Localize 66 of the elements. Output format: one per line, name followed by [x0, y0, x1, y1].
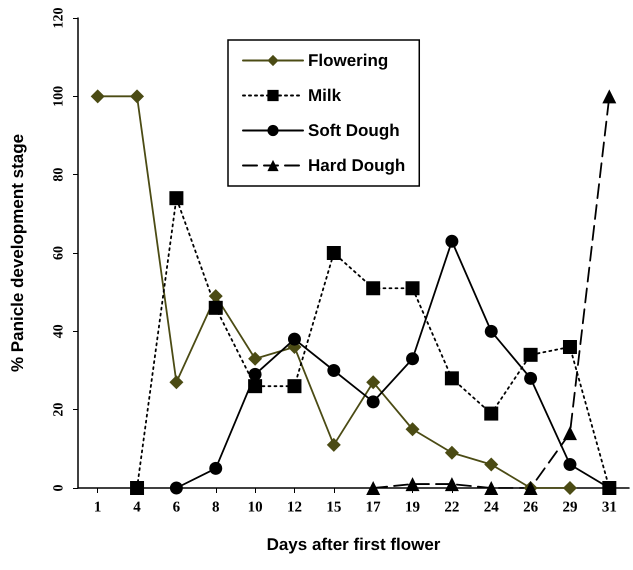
point [366, 281, 380, 296]
point [406, 477, 420, 492]
point [130, 89, 144, 104]
point [248, 352, 262, 366]
x-tick-label: 4 [133, 500, 142, 516]
legend-label: Flowering [308, 51, 388, 70]
point [406, 422, 420, 436]
point [327, 364, 340, 377]
point [444, 371, 459, 386]
point [169, 191, 184, 206]
x-tick-label: 10 [248, 500, 263, 516]
point [484, 458, 498, 472]
point [484, 406, 498, 421]
point [326, 246, 341, 260]
point [366, 375, 380, 390]
y-tick-label: 40 [52, 324, 66, 338]
point [366, 481, 380, 495]
point [524, 348, 538, 362]
x-tick-label: 22 [444, 500, 460, 516]
y-tick-label: 20 [52, 402, 66, 417]
point [484, 481, 498, 495]
point [445, 234, 458, 248]
point [169, 375, 184, 390]
point [406, 281, 420, 296]
y-tick-label: 100 [52, 86, 66, 107]
point [248, 379, 262, 394]
y-tick-label: 0 [52, 484, 66, 492]
point [326, 438, 341, 452]
point [562, 426, 577, 440]
x-tick-label: 6 [172, 500, 181, 516]
point [562, 481, 577, 495]
legend-label: Soft Dough [308, 121, 400, 140]
y-tick-label: 80 [52, 168, 66, 182]
legend-label: Hard Dough [308, 156, 406, 175]
point [602, 89, 616, 104]
point [406, 352, 420, 366]
point [563, 458, 576, 471]
point [366, 395, 380, 408]
point [444, 477, 459, 492]
x-tick-label: 31 [602, 500, 617, 516]
x-tick-label: 17 [366, 500, 382, 516]
point [90, 89, 105, 104]
x-tick-label: 12 [286, 500, 302, 516]
x-tick-label: 19 [405, 500, 420, 516]
point [484, 324, 498, 338]
x-tick-label: 1 [94, 500, 102, 516]
point [248, 368, 262, 381]
point [524, 372, 538, 385]
point [170, 482, 183, 494]
point [562, 340, 577, 354]
x-tick-label: 26 [523, 500, 539, 516]
y-tick-label: 120 [52, 8, 66, 28]
x-axis-title: Days after first flower [266, 535, 441, 554]
x-tick-label: 24 [484, 500, 500, 516]
y-axis-title: % Panicle development stage [8, 134, 27, 372]
y-tick-label: 60 [52, 246, 66, 260]
point [209, 462, 222, 475]
legend-label: Milk [308, 86, 342, 105]
point [444, 446, 459, 460]
point [130, 481, 144, 495]
x-tick-label: 15 [326, 500, 342, 516]
point [288, 332, 301, 346]
x-tick-label: 8 [212, 500, 220, 516]
point [287, 379, 302, 394]
x-tick-label: 29 [562, 500, 578, 516]
point [208, 300, 223, 315]
